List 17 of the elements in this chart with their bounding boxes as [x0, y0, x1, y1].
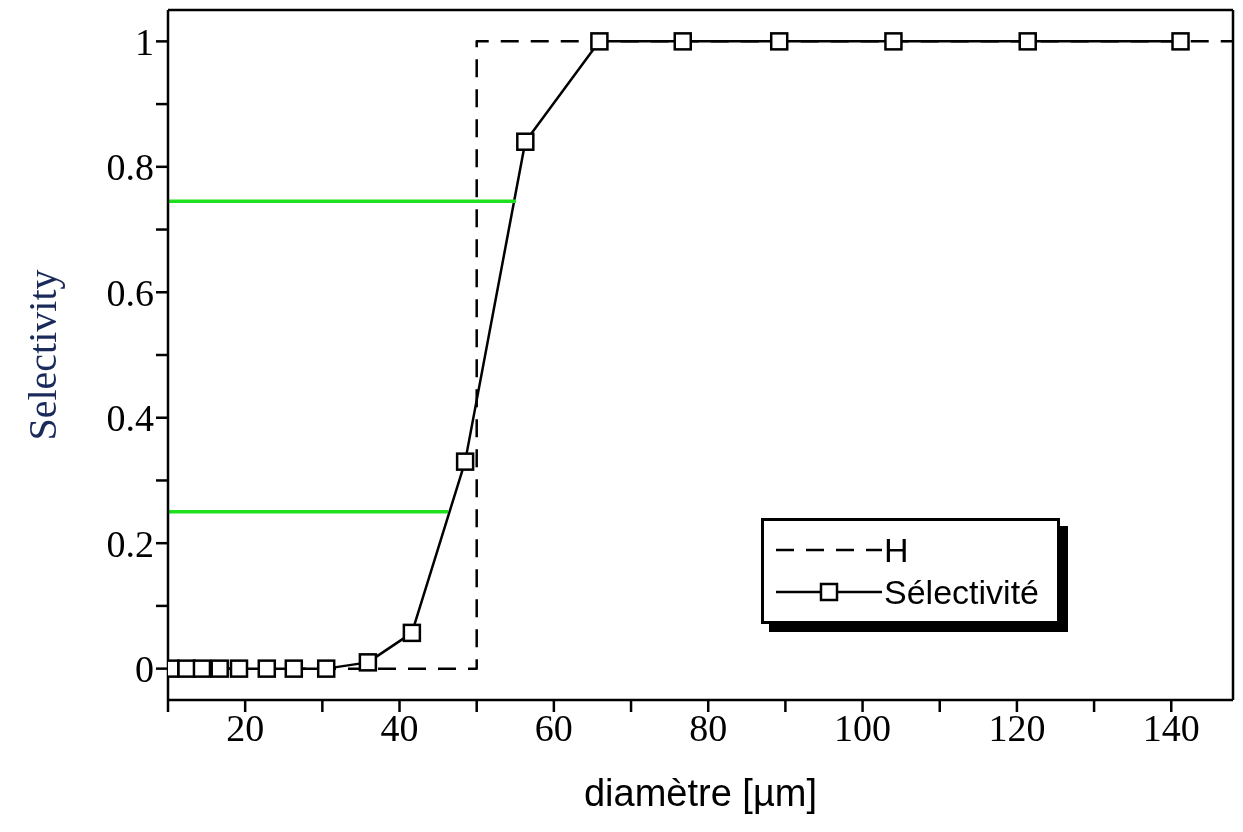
y-tick-label: 0.6: [106, 271, 154, 314]
x-tick-label: 140: [1142, 706, 1200, 749]
legend-label: H: [884, 530, 909, 570]
y-tick-label: 0.2: [106, 522, 154, 565]
legend-label: Sélectivité: [884, 572, 1039, 612]
x-tick-label: 100: [834, 706, 892, 749]
y-tick-label: 0: [135, 648, 154, 691]
y-tick-label: 0.8: [106, 146, 154, 189]
x-tick-label: 80: [689, 706, 728, 749]
x-tick-label: 40: [380, 706, 419, 749]
x-tick-label: 20: [226, 706, 265, 749]
y-axis-title: Selectivity: [20, 269, 66, 441]
x-tick-label: 120: [988, 706, 1046, 749]
x-axis-title: diamètre [µm]: [583, 772, 818, 814]
y-tick-label: 1: [135, 20, 154, 63]
y-tick-label: 0.4: [106, 397, 154, 440]
x-tick-label: 60: [534, 706, 573, 749]
